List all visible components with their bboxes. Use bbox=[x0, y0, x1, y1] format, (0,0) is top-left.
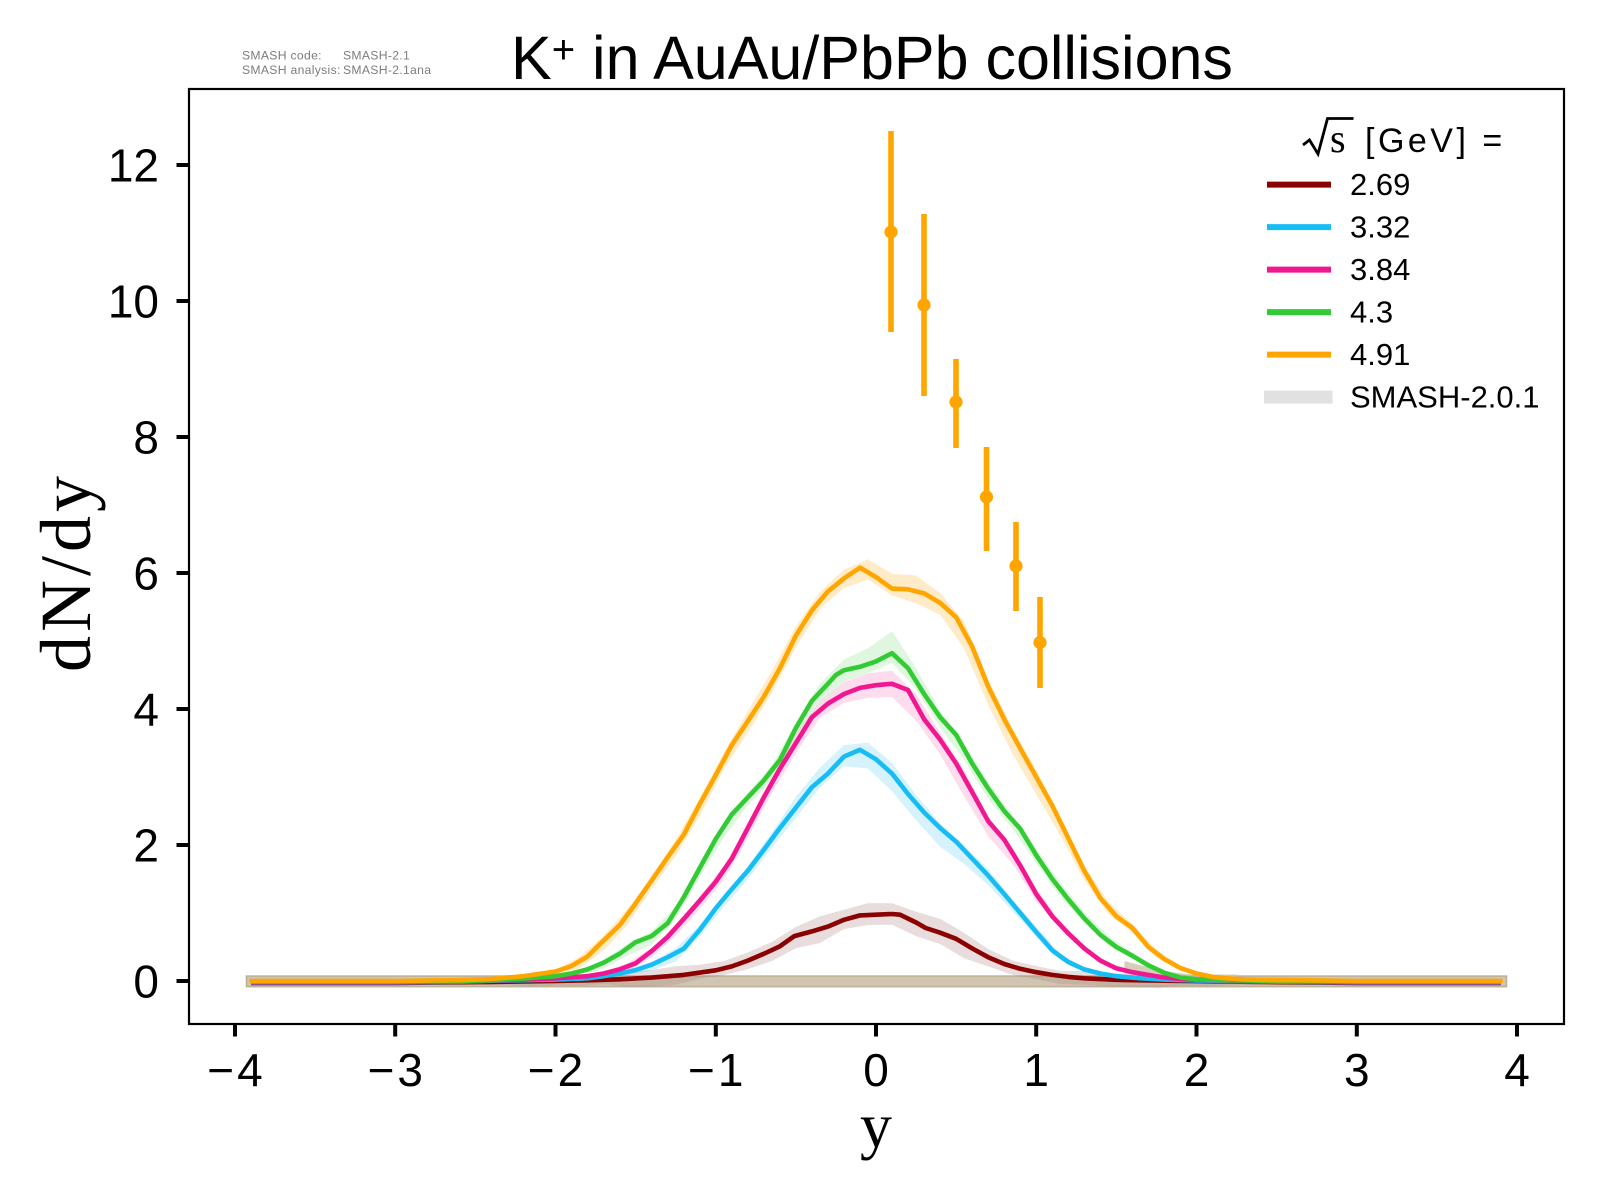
svg-text:dN/dy: dN/dy bbox=[26, 472, 106, 672]
svg-text:−4: −4 bbox=[207, 1044, 265, 1096]
svg-text:0: 0 bbox=[133, 955, 159, 1007]
svg-text:s: s bbox=[1330, 116, 1346, 161]
svg-text:y: y bbox=[860, 1090, 892, 1161]
svg-text:4.3: 4.3 bbox=[1350, 295, 1393, 330]
svg-text:−3: −3 bbox=[368, 1044, 426, 1096]
svg-text:SMASH-2.0.1: SMASH-2.0.1 bbox=[1350, 380, 1540, 415]
svg-text:−1: −1 bbox=[688, 1044, 746, 1096]
svg-text:K+ in AuAu/PbPb collisions: K+ in AuAu/PbPb collisions bbox=[511, 24, 1233, 92]
svg-text:8: 8 bbox=[133, 411, 159, 463]
svg-text:SMASH code:: SMASH code: bbox=[242, 49, 322, 63]
svg-text:SMASH-2.1ana: SMASH-2.1ana bbox=[343, 63, 431, 77]
svg-text:3: 3 bbox=[1344, 1044, 1370, 1096]
svg-text:SMASH analysis:: SMASH analysis: bbox=[242, 63, 341, 77]
svg-text:6: 6 bbox=[133, 547, 159, 599]
svg-text:[GeV] =: [GeV] = bbox=[1365, 122, 1506, 160]
svg-text:SMASH-2.1: SMASH-2.1 bbox=[343, 49, 410, 63]
svg-text:1: 1 bbox=[1023, 1044, 1049, 1096]
svg-text:3.32: 3.32 bbox=[1350, 210, 1410, 245]
svg-text:2: 2 bbox=[133, 819, 159, 871]
svg-text:3.84: 3.84 bbox=[1350, 252, 1410, 287]
svg-text:4: 4 bbox=[133, 683, 159, 735]
svg-text:−2: −2 bbox=[528, 1044, 586, 1096]
svg-text:0: 0 bbox=[863, 1044, 889, 1096]
svg-text:4.91: 4.91 bbox=[1350, 337, 1410, 372]
svg-text:4: 4 bbox=[1504, 1044, 1530, 1096]
svg-text:2.69: 2.69 bbox=[1350, 167, 1410, 202]
svg-text:2: 2 bbox=[1184, 1044, 1210, 1096]
svg-text:12: 12 bbox=[108, 139, 159, 191]
svg-text:10: 10 bbox=[108, 275, 159, 327]
